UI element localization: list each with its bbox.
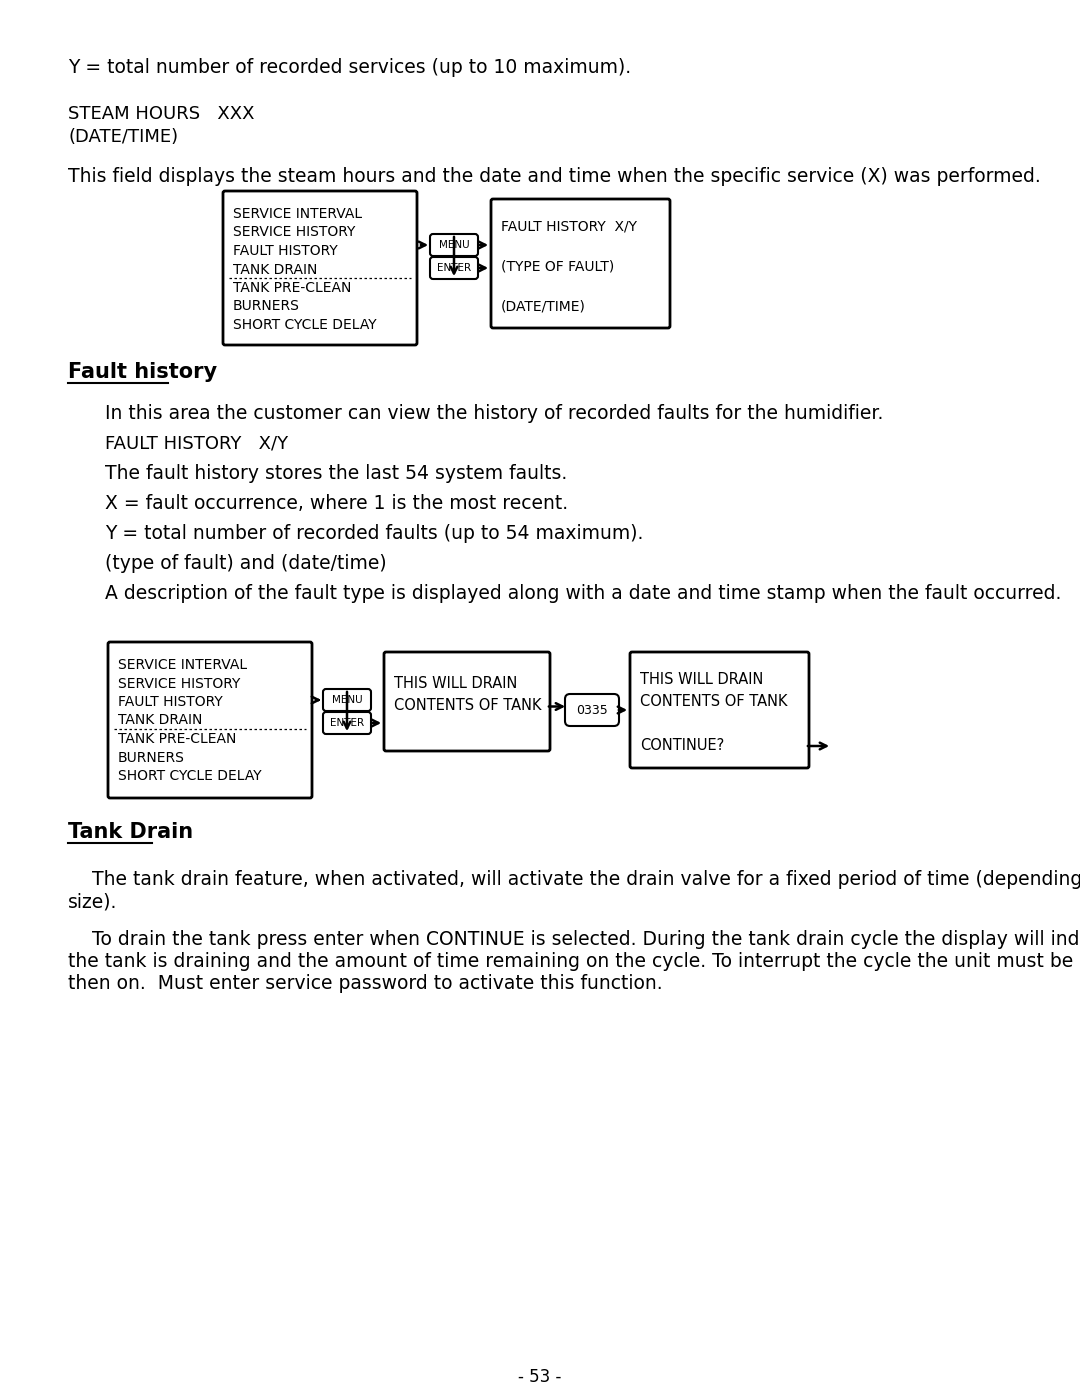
Text: CONTENTS OF TANK: CONTENTS OF TANK [394,698,541,712]
Text: FAULT HISTORY   X/Y: FAULT HISTORY X/Y [105,434,288,453]
Text: CONTENTS OF TANK: CONTENTS OF TANK [640,694,787,710]
Text: (type of fault) and (date/time): (type of fault) and (date/time) [105,555,387,573]
Text: In this area the customer can view the history of recorded faults for the humidi: In this area the customer can view the h… [105,404,883,423]
FancyBboxPatch shape [430,235,478,256]
Text: This field displays the steam hours and the date and time when the specific serv: This field displays the steam hours and … [68,168,1041,186]
FancyBboxPatch shape [222,191,417,345]
Text: FAULT HISTORY: FAULT HISTORY [233,244,338,258]
Text: STEAM HOURS   XXX: STEAM HOURS XXX [68,105,255,123]
Text: A description of the fault type is displayed along with a date and time stamp wh: A description of the fault type is displ… [105,584,1062,604]
Text: SHORT CYCLE DELAY: SHORT CYCLE DELAY [233,319,377,332]
Text: FAULT HISTORY: FAULT HISTORY [118,694,222,710]
Text: X = fault occurrence, where 1 is the most recent.: X = fault occurrence, where 1 is the mos… [105,495,568,513]
FancyBboxPatch shape [323,689,372,711]
FancyBboxPatch shape [565,694,619,726]
Text: BURNERS: BURNERS [118,750,185,764]
FancyBboxPatch shape [108,643,312,798]
Text: SERVICE INTERVAL: SERVICE INTERVAL [118,658,247,672]
Text: SERVICE HISTORY: SERVICE HISTORY [118,676,241,690]
Text: Fault history: Fault history [68,362,217,381]
Text: Y = total number of recorded faults (up to 54 maximum).: Y = total number of recorded faults (up … [105,524,644,543]
Text: TANK PRE-CLEAN: TANK PRE-CLEAN [233,281,351,295]
FancyBboxPatch shape [630,652,809,768]
Text: the tank is draining and the amount of time remaining on the cycle. To interrupt: the tank is draining and the amount of t… [68,951,1080,971]
Text: TANK DRAIN: TANK DRAIN [118,714,202,728]
Text: TANK DRAIN: TANK DRAIN [233,263,318,277]
Text: BURNERS: BURNERS [233,299,300,313]
Text: THIS WILL DRAIN: THIS WILL DRAIN [640,672,764,687]
Text: MENU: MENU [438,240,470,250]
Text: (DATE/TIME): (DATE/TIME) [501,299,585,313]
Text: ENTER: ENTER [329,718,364,728]
FancyBboxPatch shape [430,257,478,279]
Text: SHORT CYCLE DELAY: SHORT CYCLE DELAY [118,768,261,782]
Text: THIS WILL DRAIN: THIS WILL DRAIN [394,676,517,692]
Text: (DATE/TIME): (DATE/TIME) [68,129,178,147]
Text: The fault history stores the last 54 system faults.: The fault history stores the last 54 sys… [105,464,567,483]
FancyBboxPatch shape [323,712,372,733]
Text: 0335: 0335 [576,704,608,717]
Text: Y = total number of recorded services (up to 10 maximum).: Y = total number of recorded services (u… [68,59,631,77]
Text: MENU: MENU [332,694,362,705]
Text: size).: size). [68,893,118,911]
FancyBboxPatch shape [384,652,550,752]
Text: FAULT HISTORY  X/Y: FAULT HISTORY X/Y [501,219,637,233]
Text: then on.  Must enter service password to activate this function.: then on. Must enter service password to … [68,974,663,993]
Text: Tank Drain: Tank Drain [68,821,193,842]
Text: TANK PRE-CLEAN: TANK PRE-CLEAN [118,732,237,746]
Text: The tank drain feature, when activated, will activate the drain valve for a fixe: The tank drain feature, when activated, … [68,870,1080,888]
Text: - 53 -: - 53 - [518,1368,562,1386]
Text: SERVICE HISTORY: SERVICE HISTORY [233,225,355,239]
Text: CONTINUE?: CONTINUE? [640,738,725,753]
Text: To drain the tank press enter when CONTINUE is selected. During the tank drain c: To drain the tank press enter when CONTI… [68,930,1080,949]
Text: (TYPE OF FAULT): (TYPE OF FAULT) [501,258,615,272]
Text: ENTER: ENTER [437,263,471,272]
Text: SERVICE INTERVAL: SERVICE INTERVAL [233,207,362,221]
FancyBboxPatch shape [491,198,670,328]
